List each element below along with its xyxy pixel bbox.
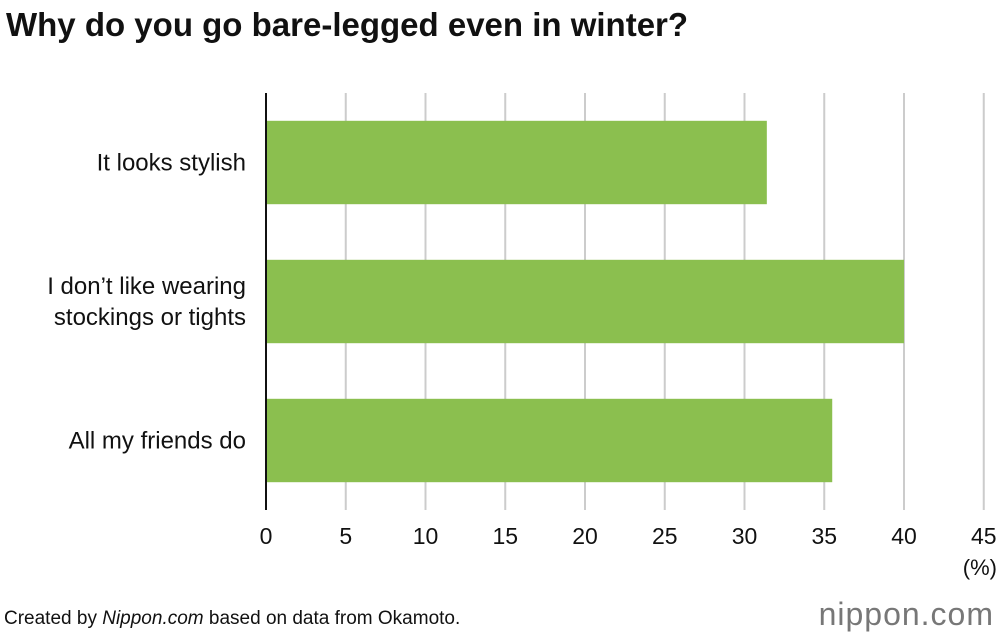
x-tick-label: 20 xyxy=(572,523,598,549)
source-text: Created by xyxy=(4,608,103,629)
source-text: Nippon.com xyxy=(102,608,204,629)
logo: nippon.com xyxy=(818,596,994,632)
chart-title: Why do you go bare-legged even in winter… xyxy=(6,6,689,43)
x-tick-label: 25 xyxy=(652,523,678,549)
source-note: Created by Nippon.com based on data from… xyxy=(4,608,460,630)
y-tick-label: It looks stylish xyxy=(96,149,246,176)
bar xyxy=(266,120,767,205)
y-tick-label: All my friends do xyxy=(68,427,246,454)
bar xyxy=(266,259,904,344)
x-tick-label: 35 xyxy=(811,523,837,549)
x-tick-label: 15 xyxy=(492,523,518,549)
x-tick-label: 10 xyxy=(413,523,439,549)
bar xyxy=(266,398,833,483)
x-tick-label: 30 xyxy=(732,523,758,549)
x-tick-label: 45 xyxy=(971,523,997,549)
source-text: based on data from Okamoto. xyxy=(203,608,461,629)
x-tick-label: 0 xyxy=(260,523,273,549)
x-tick-label: 40 xyxy=(891,523,917,549)
x-unit: (%) xyxy=(963,555,997,580)
x-tick-label: 5 xyxy=(339,523,352,549)
y-tick-label: I don’t like wearing stockings or tights xyxy=(47,272,246,331)
